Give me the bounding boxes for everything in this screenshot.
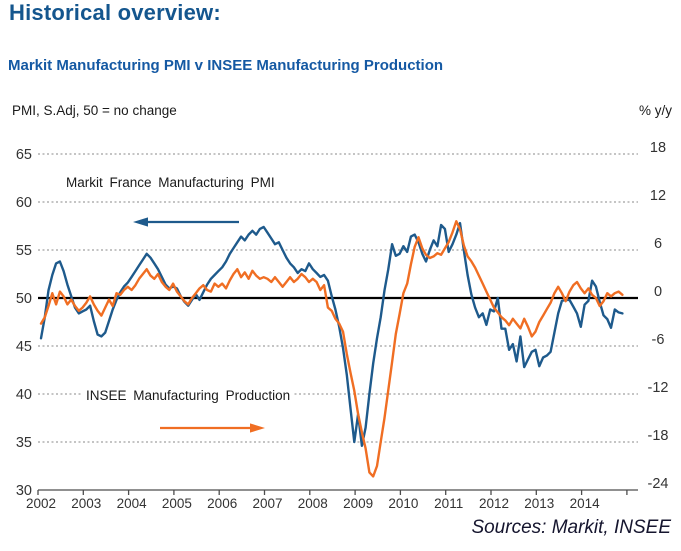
insee-arrow-head xyxy=(250,423,265,433)
right-axis-caption: % y/y xyxy=(638,103,672,118)
y-right-tick-label: -24 xyxy=(648,476,669,492)
x-tick-label: 2008 xyxy=(298,496,328,511)
y-left-tick-label: 50 xyxy=(16,291,32,307)
y-left-tick-label: 60 xyxy=(16,195,32,211)
y-right-tick-label: 0 xyxy=(654,284,662,300)
pmi-arrow-head xyxy=(133,217,148,227)
pmi-series-label: Markit France Manufacturing PMI xyxy=(63,175,278,190)
x-tick-label: 2006 xyxy=(207,496,237,511)
y-right-tick-label: 12 xyxy=(650,188,666,204)
pmi-line xyxy=(39,221,624,447)
insee-line xyxy=(39,219,624,478)
y-left-tick-label: 45 xyxy=(16,339,32,355)
right-arrow-icon xyxy=(160,423,265,433)
y-right-tick-label: 6 xyxy=(654,236,662,252)
y-right-tick-label: -18 xyxy=(648,428,669,444)
x-tick-label: 2004 xyxy=(117,496,148,511)
y-left-tick-label: 65 xyxy=(16,147,32,163)
x-tick-label: 2014 xyxy=(570,496,601,511)
x-tick-label: 2007 xyxy=(252,496,282,511)
insee-series-label: INSEE Manufacturing Production xyxy=(83,388,294,403)
left-axis-caption: PMI, S.Adj, 50 = no change xyxy=(12,103,177,118)
x-tick-label: 2013 xyxy=(524,496,554,511)
x-tick-label: 2005 xyxy=(162,496,192,511)
left-arrow-icon xyxy=(133,217,239,227)
y-right-tick-label: 18 xyxy=(650,140,666,156)
y-left-tick-label: 35 xyxy=(16,435,32,451)
y-right-tick-label: -6 xyxy=(652,332,665,348)
y-left-tick-label: 55 xyxy=(16,243,32,259)
x-tick-label: 2011 xyxy=(434,496,463,511)
x-tick-label: 2003 xyxy=(71,496,101,511)
y-left-tick-label: 30 xyxy=(16,483,32,499)
y-right-tick-label: -12 xyxy=(648,380,669,396)
x-tick-label: 2002 xyxy=(26,496,56,511)
x-tick-label: 2012 xyxy=(479,496,509,511)
chart-subtitle: Markit Manufacturing PMI v INSEE Manufac… xyxy=(8,57,444,74)
source-note: Sources: Markit, INSEE xyxy=(471,517,671,538)
x-tick-label: 2009 xyxy=(343,496,373,511)
page-title: Historical overview: xyxy=(9,0,221,25)
x-tick-label: 2010 xyxy=(388,496,418,511)
y-left-tick-label: 40 xyxy=(16,387,32,403)
